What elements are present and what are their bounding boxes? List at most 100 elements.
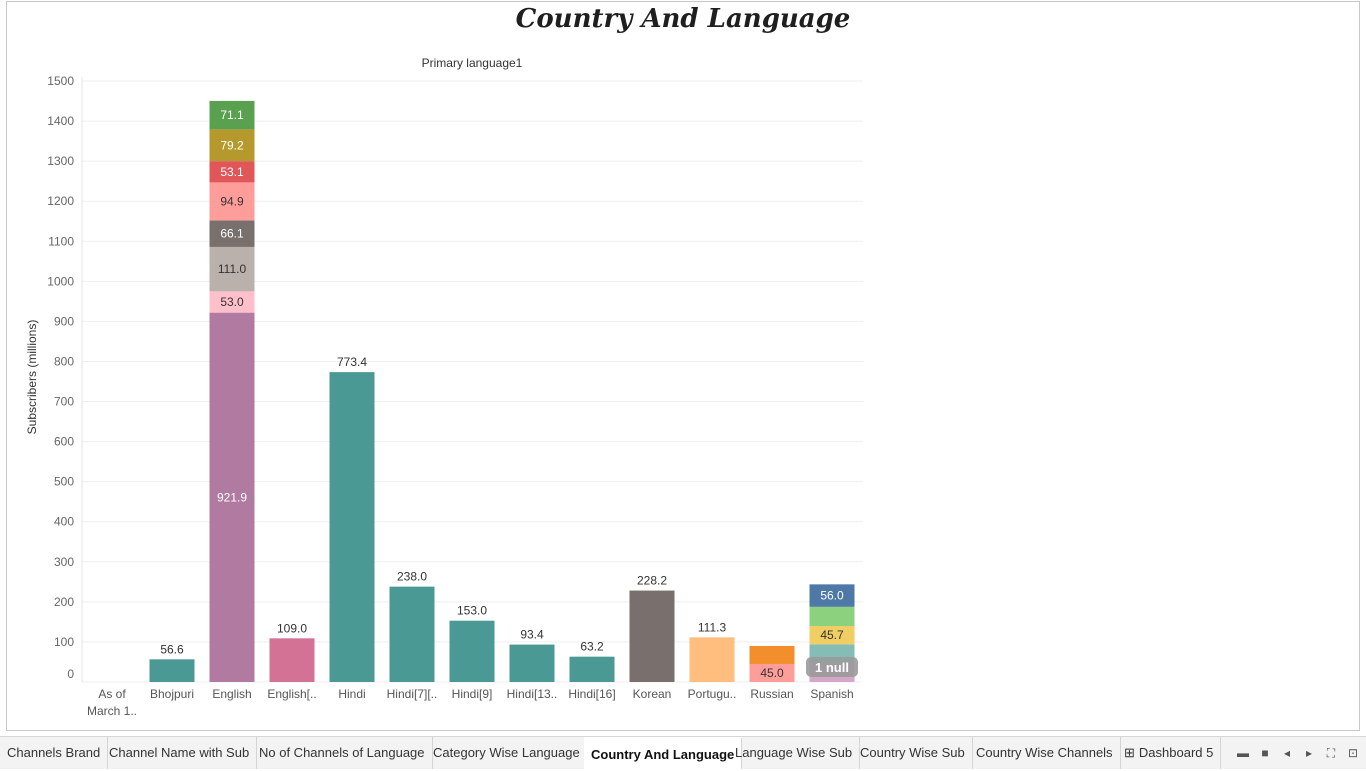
sheet-tab-label: Country Wise Sub <box>860 745 965 760</box>
data-label: 56.6 <box>160 642 184 656</box>
sheet-tab-channels-brand[interactable]: Channels Brand <box>0 737 109 769</box>
previous-sheet-icon[interactable]: ◂ <box>1283 746 1291 760</box>
bar-segment <box>509 644 555 682</box>
data-label: 56.0 <box>820 589 844 603</box>
data-label: 238.0 <box>397 570 427 584</box>
sheet-tab-label: Country And Language <box>591 747 735 762</box>
data-label: 153.0 <box>457 604 487 618</box>
y-tick-label: 600 <box>54 435 74 449</box>
x-tick-label: Korean <box>633 687 672 701</box>
sheet-tab-label: Category Wise Language <box>433 745 580 760</box>
x-tick-label: Spanish <box>810 687 853 701</box>
sheet-tab-label: Country Wise Channels <box>976 745 1113 760</box>
y-tick-label: 1100 <box>48 234 74 248</box>
bar-segment <box>809 584 855 607</box>
data-label: 228.2 <box>637 574 667 588</box>
data-label: 45.7 <box>820 628 844 642</box>
sheet-tab-category-wise-language[interactable]: Category Wise Language <box>426 737 588 769</box>
sheet-tab-label: Channel Name with Sub <box>109 745 250 760</box>
null-indicator-badge <box>806 657 858 677</box>
x-tick-label: As of <box>98 687 126 701</box>
x-tick-label: March 1.. <box>87 704 137 718</box>
dashboard-title: Country And Language <box>515 4 851 34</box>
bar-segment <box>209 100 255 130</box>
chart-title: Primary language1 <box>422 56 523 70</box>
y-tick-label: 1200 <box>47 194 74 208</box>
data-label: 53.1 <box>220 165 244 179</box>
fullscreen-icon[interactable]: ⛶ <box>1326 746 1336 760</box>
bar-segment <box>389 586 435 682</box>
x-tick-label: Portugu.. <box>688 687 737 701</box>
x-tick-label: Hindi[16] <box>568 687 615 701</box>
y-tick-label: 500 <box>54 475 74 489</box>
bar-segment <box>749 663 795 682</box>
y-tick-label: 0 <box>67 667 74 681</box>
bar-segment <box>569 656 615 682</box>
filmstrip-view-icon[interactable]: ▬ <box>1237 746 1249 760</box>
stacked-bar-chart: Primary language1 0 100 200 300 400 500 600 700 8… <box>25 56 863 718</box>
sheet-tab-country-wise-channels[interactable]: Country Wise Channels <box>969 737 1121 769</box>
x-tick-label: Hindi[13.. <box>507 687 558 701</box>
x-tick-label: Russian <box>750 687 793 701</box>
sheet-tab-channel-name-with-sub[interactable]: Channel Name with Sub <box>102 737 258 769</box>
sheet-tab-label: Language Wise Sub <box>735 745 853 760</box>
y-tick-label: 300 <box>54 555 74 569</box>
y-tick-label: 900 <box>54 314 74 328</box>
bar-segment <box>689 637 735 682</box>
y-tick-label: 800 <box>54 354 74 368</box>
x-tick-label: English[.. <box>267 687 316 701</box>
sheet-tab-label: Dashboard 5 <box>1138 745 1214 760</box>
bar-segment <box>749 645 795 664</box>
data-label: 63.2 <box>580 640 604 654</box>
x-tick-label: Hindi[9] <box>452 687 493 701</box>
dashboard-grid-icon: ⊞ <box>1124 745 1135 760</box>
sheet-tab-bar: Channels Brand Channel Name with Sub No of… <box>0 736 1366 769</box>
bar-segment <box>209 312 255 682</box>
sheet-tab-dashboard-5[interactable]: ⊞ Dashboard 5 <box>1117 737 1222 769</box>
bar-segment <box>209 129 255 162</box>
y-tick-label: 1000 <box>47 274 74 288</box>
next-sheet-icon[interactable]: ▸ <box>1305 746 1313 760</box>
bar-segment <box>809 606 855 627</box>
y-tick-label: 700 <box>54 395 74 409</box>
bar-segment <box>809 626 855 645</box>
x-tick-label: Hindi[7][.. <box>387 687 438 701</box>
data-label: 71.1 <box>220 108 244 122</box>
data-label: 53.0 <box>220 295 244 309</box>
sheet-tab-language-wise-sub[interactable]: Language Wise Sub <box>728 737 861 769</box>
y-tick-label: 1500 <box>47 74 74 88</box>
sheet-tab-country-and-language[interactable]: Country And Language <box>584 737 743 769</box>
data-label: 66.1 <box>220 227 244 241</box>
data-label: 773.4 <box>337 355 367 369</box>
x-tick-label: Bhojpuri <box>150 687 194 701</box>
data-label: 45.0 <box>760 666 784 680</box>
data-label: 921.9 <box>217 490 247 504</box>
x-tick-label: English <box>212 687 251 701</box>
sheet-tab-country-wise-sub[interactable]: Country Wise Sub <box>853 737 973 769</box>
y-tick-label: 400 <box>54 515 74 529</box>
bar-segment <box>149 659 195 682</box>
bar-segment <box>209 246 255 292</box>
bar-segment <box>629 590 675 682</box>
bar-segment <box>449 620 495 682</box>
bar-segment <box>209 291 255 313</box>
sheet-tab-no-of-channels-of-language[interactable]: No of Channels of Language <box>252 737 433 769</box>
y-tick-label: 100 <box>54 635 74 649</box>
bar-segment <box>269 638 315 682</box>
data-label: 109.0 <box>277 621 307 635</box>
data-label: 111.0 <box>218 262 247 276</box>
x-tick-label: Hindi <box>338 687 365 701</box>
bar-segment <box>329 372 375 682</box>
null-indicator-text: 1 null <box>815 660 849 675</box>
y-tick-label: 1300 <box>47 154 74 168</box>
sheet-tab-label: Channels Brand <box>7 745 101 760</box>
bar-segment <box>209 220 255 247</box>
data-label: 94.9 <box>220 194 244 208</box>
tab-view-icon[interactable]: ■ <box>1261 746 1269 760</box>
y-axis-label: Subscribers (millions) <box>25 320 39 435</box>
data-label: 111.3 <box>698 620 727 634</box>
y-tick-label: 200 <box>54 595 74 609</box>
y-tick-label: 1400 <box>47 114 74 128</box>
presentation-mode-icon[interactable]: ⊡ <box>1347 746 1359 760</box>
bar-segment <box>209 161 255 183</box>
